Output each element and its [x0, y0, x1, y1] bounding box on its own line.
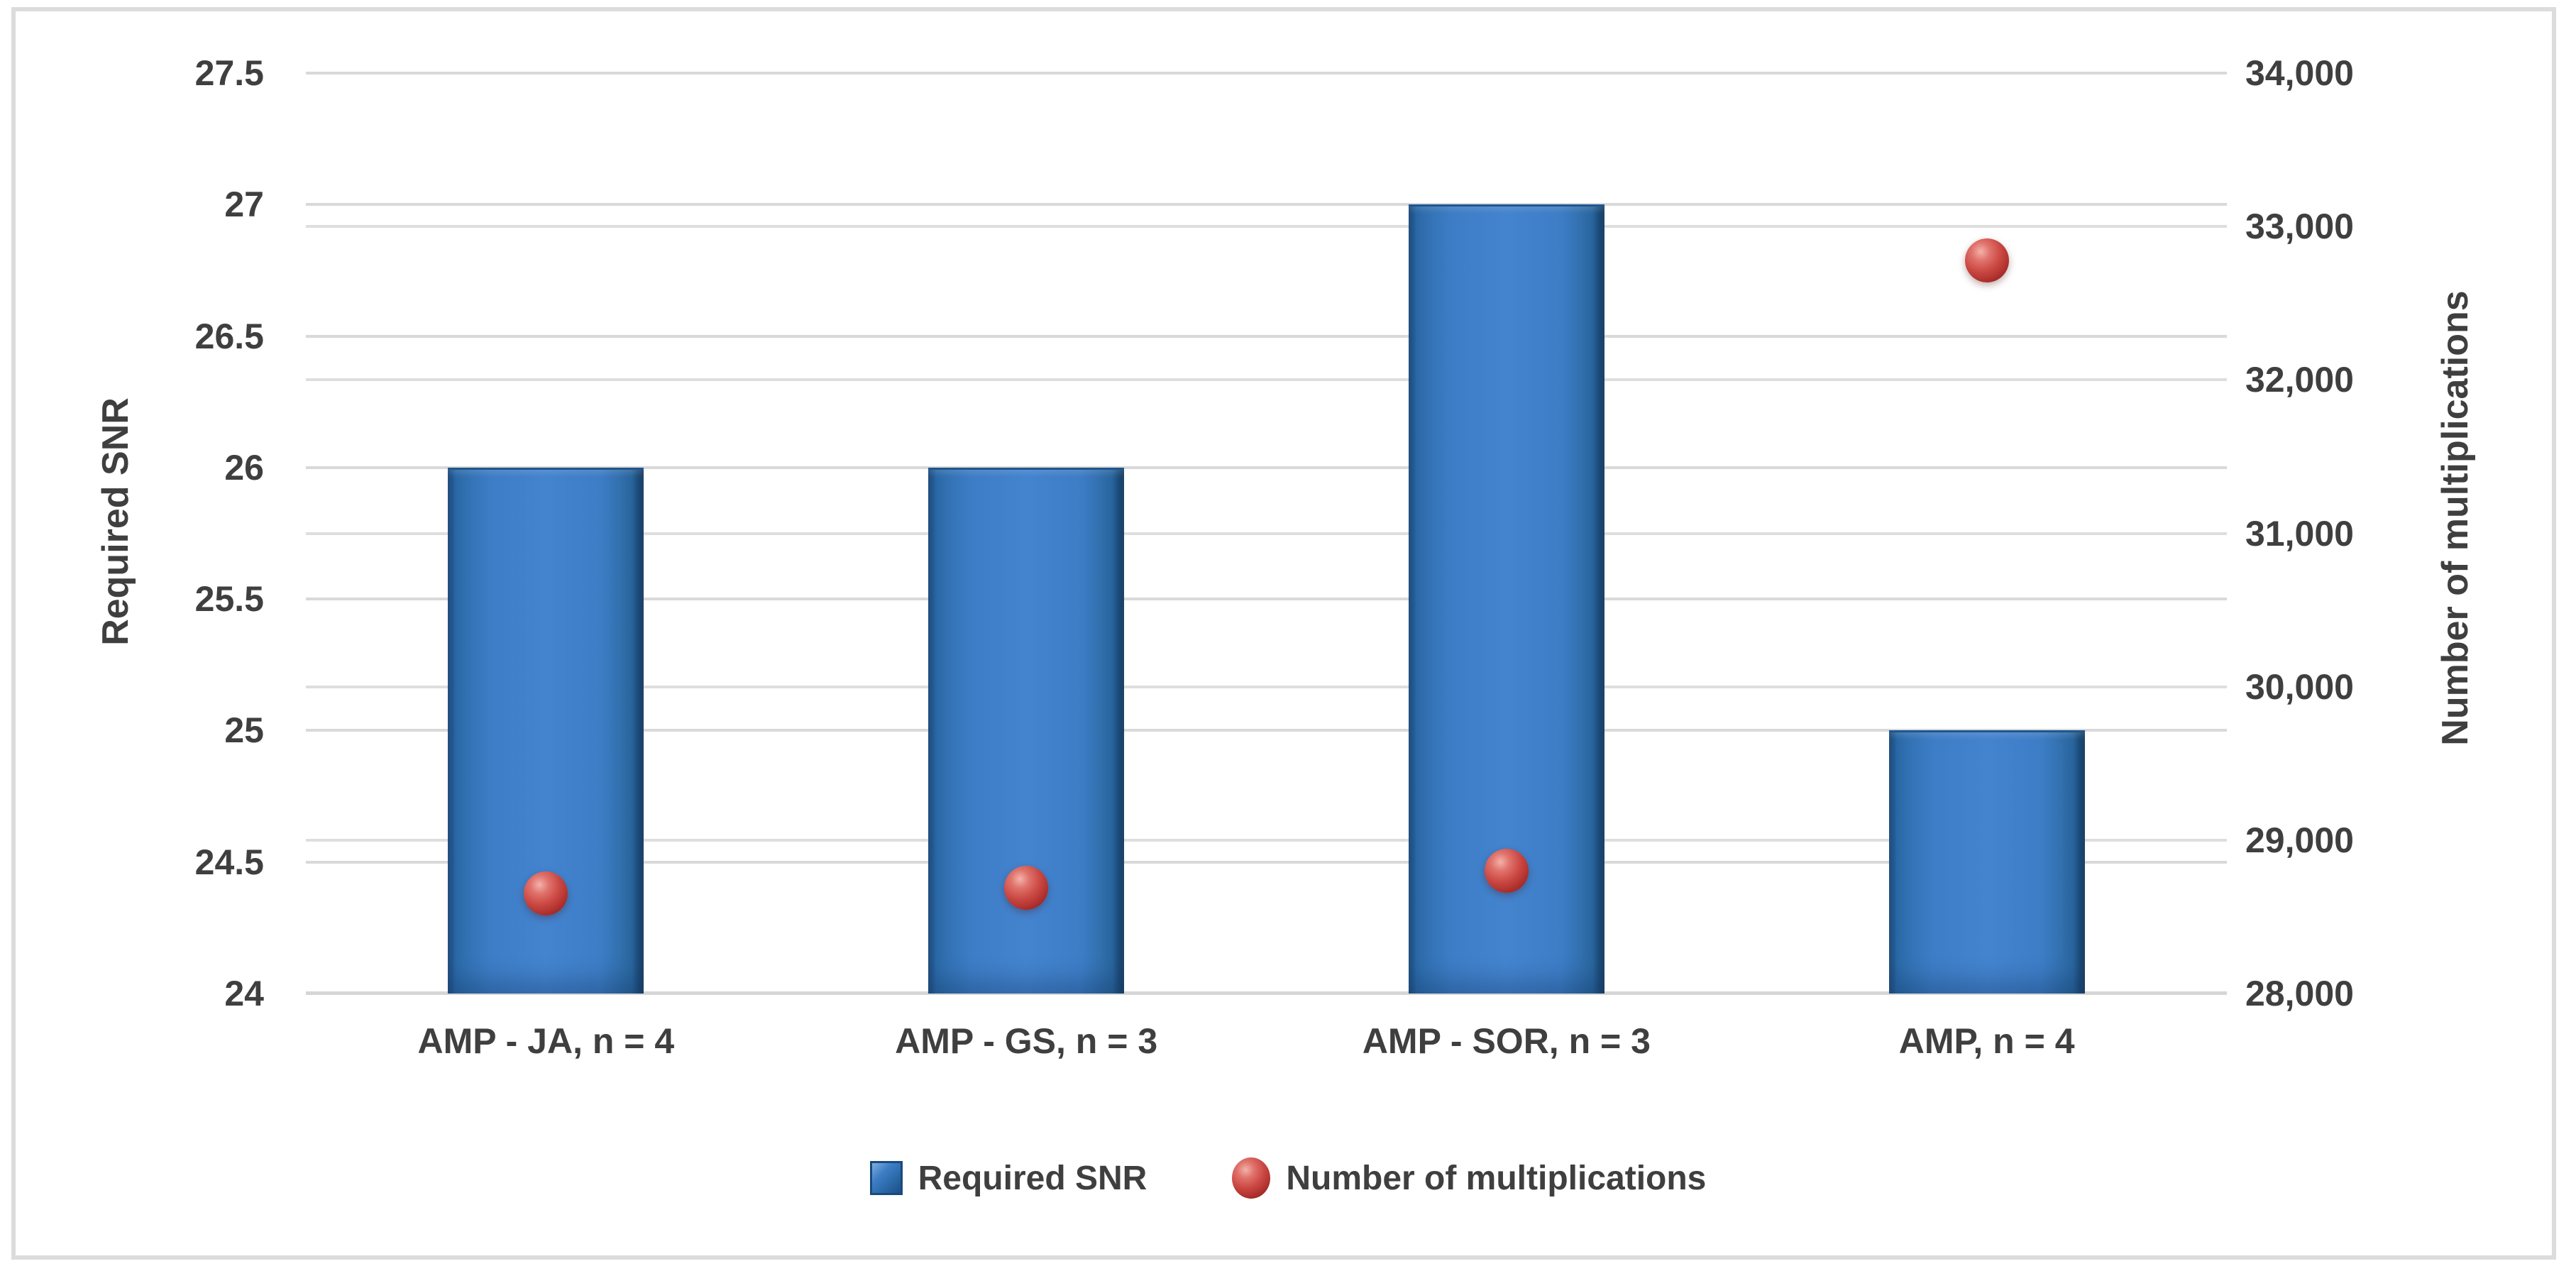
left-axis-tick-label: 24.5 [194, 842, 264, 882]
gridline-secondary [306, 378, 2227, 382]
right-axis-tick-label: 33,000 [2245, 207, 2354, 247]
left-axis-tick-label: 25.5 [194, 579, 264, 620]
gridline-primary [306, 598, 2227, 601]
gridline-primary [306, 72, 2227, 75]
x-axis-category-label: AMP - JA, n = 4 [417, 1021, 675, 1061]
gridline-primary [306, 860, 2227, 864]
right-axis-tick-label: 30,000 [2245, 666, 2354, 707]
legend-item-required-snr[interactable]: Required SNR [869, 1159, 1147, 1198]
x-axis-category-label: AMP, n = 4 [1898, 1021, 2075, 1061]
bar-series-legend-marker-icon [869, 1161, 903, 1195]
x-axis-category-label: AMP - GS, n = 3 [895, 1021, 1158, 1061]
right-axis-tick-label: 34,000 [2245, 53, 2354, 93]
gridline-secondary [306, 685, 2227, 688]
left-axis-tick-label: 27 [224, 185, 264, 225]
scatter-series-legend-marker-icon [1232, 1157, 1271, 1199]
left-axis-tick-label: 26.5 [194, 316, 264, 356]
multiplications-dot[interactable] [1964, 238, 2009, 282]
left-axis-tick-label: 24 [224, 974, 264, 1013]
gridline-primary [306, 729, 2227, 732]
left-axis-tick-label: 27.5 [194, 53, 264, 93]
right-axis-tick-label: 31,000 [2245, 513, 2354, 554]
legend-item-multiplications[interactable]: Number of multiplications [1232, 1157, 1706, 1199]
snr-bar[interactable] [1888, 730, 2085, 994]
multiplications-dot[interactable] [1484, 849, 1529, 893]
legend: Required SNR Number of multiplications [0, 1144, 2576, 1212]
multiplications-dot[interactable] [1004, 865, 1049, 910]
gridline-secondary [306, 838, 2227, 842]
left-axis-tick-label: 25 [224, 710, 264, 751]
right-axis-tick-label: 29,000 [2245, 820, 2354, 860]
right-axis-tick-label: 32,000 [2245, 360, 2354, 400]
legend-label-required-snr: Required SNR [918, 1159, 1147, 1197]
snr-bar[interactable] [928, 467, 1125, 994]
left-axis-tick-label: 26 [224, 447, 264, 488]
x-axis-category-label: AMP - SOR, n = 3 [1362, 1021, 1651, 1061]
gridline-primary [306, 466, 2227, 469]
gridline-primary [306, 334, 2227, 338]
multiplications-dot[interactable] [524, 871, 568, 916]
gridline-primary [306, 203, 2227, 207]
plot-area [306, 72, 2227, 995]
gridline-secondary [306, 532, 2227, 535]
right-axis-tick-label: 28,000 [2245, 974, 2354, 1013]
legend-label-multiplications: Number of multiplications [1286, 1159, 1707, 1197]
x-axis-line [306, 991, 2227, 995]
gridline-secondary [306, 225, 2227, 229]
chart-frame [11, 7, 2556, 1260]
right-axis-title: Number of multiplications [2435, 290, 2476, 746]
